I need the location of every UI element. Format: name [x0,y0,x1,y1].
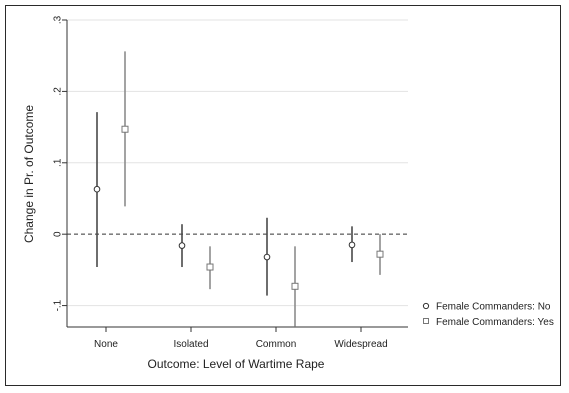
point-estimate [263,253,271,261]
x-tick-label: Common [256,339,297,350]
legend-marker-yes [423,318,429,324]
legend: Female Commanders: No Female Commanders:… [422,302,554,328]
y-tick-label: .3 [53,15,64,24]
y-axis-title: Change in Pr. of Outcome [22,105,36,243]
legend-label-no: Female Commanders: No [436,302,551,313]
gridlines [67,19,408,307]
legend-marker-no [422,302,430,310]
y-tick-label: .1 [53,158,64,167]
point-estimate [291,282,299,290]
axis-ticks: -.1 0 .1 .2 .3 None Isolated Common Widespread [53,15,388,350]
data-marks [93,51,384,327]
x-tick-label: Widespread [334,339,387,350]
legend-label-yes: Female Commanders: Yes [436,317,554,328]
x-tick-label: Isolated [173,339,208,350]
point-estimate [178,242,186,249]
x-axis-title: Outcome: Level of Wartime Rape [148,357,325,371]
point-estimate [348,241,356,249]
point-estimate [93,185,101,193]
point-estimate [376,250,384,258]
point-estimate [206,263,214,271]
y-tick-label: 0 [53,231,64,237]
point-estimate [121,125,129,133]
x-tick-label: None [94,339,118,350]
y-tick-label: -.1 [53,299,64,311]
y-tick-label: .2 [53,87,64,96]
